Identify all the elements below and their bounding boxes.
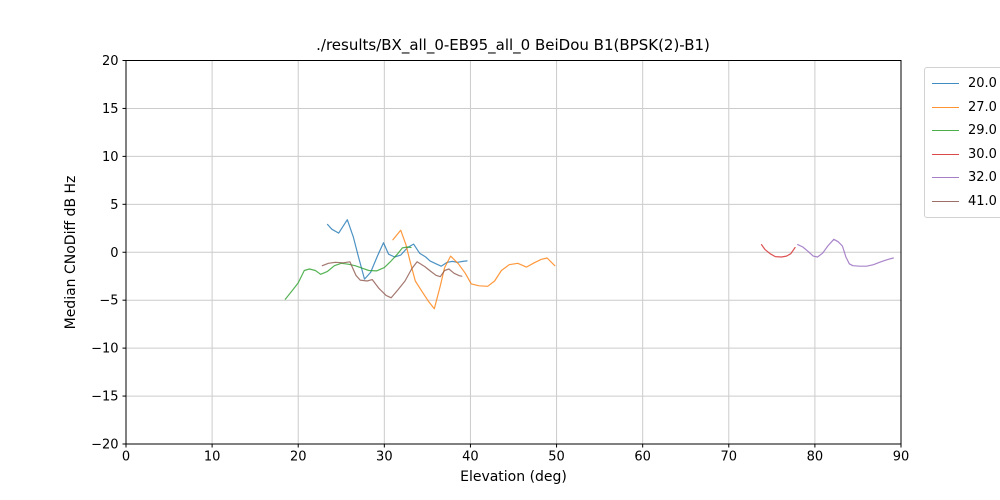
legend-swatch-line bbox=[932, 177, 959, 179]
y-tick-label: 5 bbox=[110, 198, 118, 213]
legend-swatch-line bbox=[932, 83, 959, 85]
legend-item-20.0: 20.0 bbox=[932, 72, 997, 96]
y-axis-label: Median CNoDiff dB Hz bbox=[63, 176, 79, 330]
legend-item-30.0: 30.0 bbox=[932, 143, 997, 167]
legend-swatch-line bbox=[932, 130, 959, 132]
y-tick-label: 20 bbox=[102, 54, 119, 69]
y-tick-label: −15 bbox=[91, 390, 118, 405]
chart-title: ./results/BX_all_0-EB95_all_0 BeiDou B1(… bbox=[316, 36, 710, 55]
x-tick-label: 80 bbox=[807, 450, 824, 465]
series-line-41.0 bbox=[321, 261, 463, 299]
x-tick-label: 10 bbox=[204, 450, 221, 465]
y-tick-label: −5 bbox=[99, 294, 118, 309]
legend-label: 41.0 bbox=[968, 193, 997, 209]
grid-layer bbox=[125, 60, 902, 445]
x-tick-label: 40 bbox=[462, 450, 479, 465]
legend-swatch-line bbox=[932, 200, 959, 202]
legend-label: 29.0 bbox=[968, 123, 997, 139]
x-tick-label: 50 bbox=[548, 450, 565, 465]
y-tick-label: −20 bbox=[91, 438, 118, 453]
legend-label: 27.0 bbox=[968, 99, 997, 115]
legend-label: 32.0 bbox=[968, 170, 997, 186]
legend-label: 30.0 bbox=[968, 146, 997, 162]
legend-item-32.0: 32.0 bbox=[932, 166, 997, 190]
x-tick-label: 60 bbox=[634, 450, 651, 465]
axes-spines bbox=[125, 60, 902, 445]
x-tick-label: 70 bbox=[721, 450, 738, 465]
x-tick-label: 0 bbox=[122, 450, 130, 465]
legend-item-27.0: 27.0 bbox=[932, 96, 997, 120]
x-tick-label: 20 bbox=[290, 450, 307, 465]
axes-layer: 0 10 20 30 40 50 60 70 80 90 −20 −15 −10 −5 0 5 10 15 20 bbox=[91, 54, 909, 465]
y-tick-label: 15 bbox=[102, 102, 119, 117]
y-tick-label: −10 bbox=[91, 342, 118, 357]
legend-item-29.0: 29.0 bbox=[932, 119, 997, 143]
y-tick-label: 10 bbox=[102, 150, 119, 165]
y-tick-label: 0 bbox=[110, 246, 118, 261]
series-line-32.0 bbox=[797, 238, 894, 267]
series-line-30.0 bbox=[760, 244, 796, 258]
series-line-29.0 bbox=[284, 246, 412, 300]
x-axis-label: Elevation (deg) bbox=[460, 469, 567, 485]
series-layer bbox=[284, 219, 894, 310]
x-tick-label: 30 bbox=[376, 450, 393, 465]
legend-item-41.0: 41.0 bbox=[932, 190, 997, 214]
legend: 20.0 27.0 29.0 30.0 32.0 41.0 bbox=[924, 67, 1000, 218]
legend-label: 20.0 bbox=[968, 76, 997, 92]
legend-swatch-line bbox=[932, 106, 959, 108]
series-line-27.0 bbox=[392, 229, 556, 310]
x-tick-label: 90 bbox=[893, 450, 910, 465]
legend-swatch-line bbox=[932, 153, 959, 155]
